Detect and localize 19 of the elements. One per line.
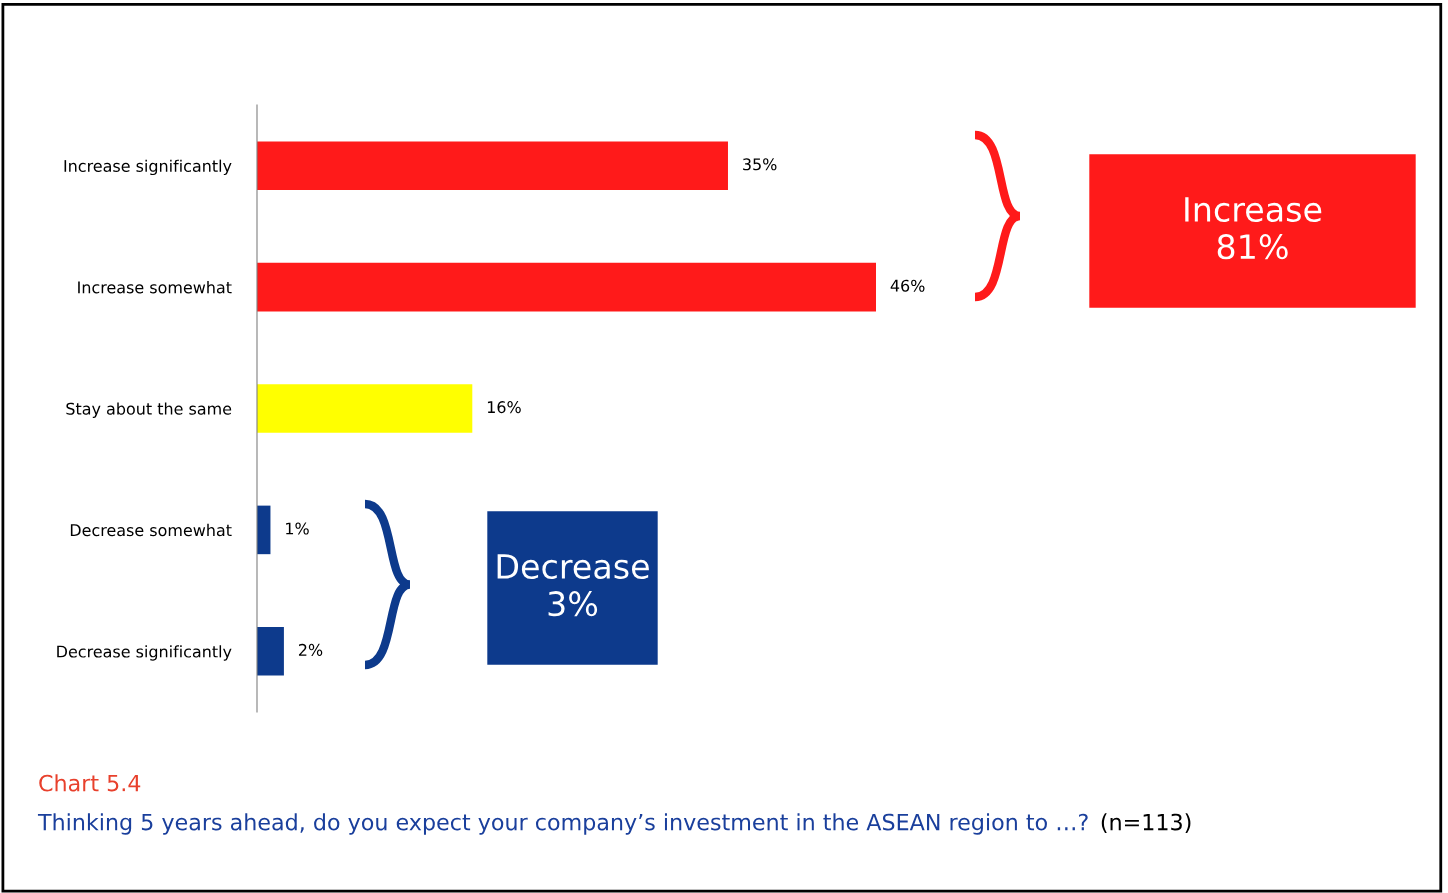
- data-label: 46%: [890, 279, 925, 292]
- bar: [257, 141, 728, 190]
- data-label: 16%: [487, 401, 521, 414]
- annotation: Decrease 3%: [497, 554, 649, 617]
- bar: [257, 627, 284, 676]
- text: (n=113): [1101, 813, 1191, 834]
- text: Increase 81%: [1185, 197, 1322, 260]
- data-label: 1%: [286, 522, 309, 535]
- y-tick-label: Decrease somewhat: [70, 523, 232, 537]
- y-tick-label: Increase significantly: [64, 159, 232, 176]
- data-label: 2%: [298, 643, 323, 656]
- data-label: 35%: [743, 158, 777, 171]
- caption: Chart 5.4: [39, 774, 141, 792]
- y-tick-label: Stay about the same: [66, 402, 232, 418]
- y-tick-label: Increase somewhat: [78, 281, 232, 294]
- y-tick-label: Decrease significantly: [57, 645, 232, 661]
- bar: [257, 384, 473, 433]
- text: Thinking 5 years ahead, do you expect your company’s investment in the ASEAN region to …?: [37, 813, 1088, 835]
- bar: [257, 262, 876, 312]
